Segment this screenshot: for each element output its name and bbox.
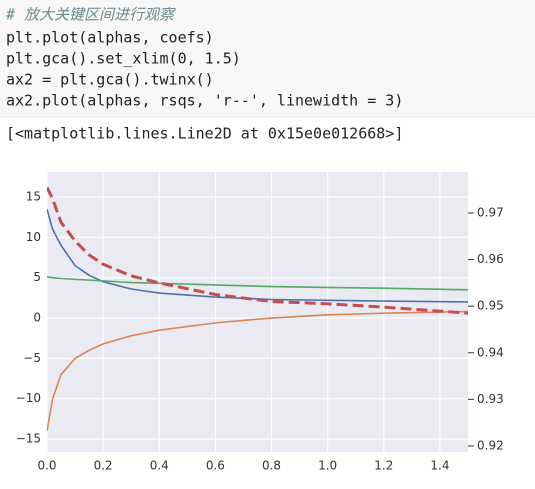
series-line <box>47 276 468 291</box>
code-cell <box>0 0 535 116</box>
x-tick-label: 1.2 <box>374 459 393 473</box>
y-tick-label: 5 <box>33 270 41 284</box>
y-tick-label: −15 <box>16 432 41 446</box>
y2-tick-label: 0.95 <box>477 299 504 313</box>
y-tick-label: −10 <box>16 391 41 405</box>
output-text: [<matplotlib.lines.Line2D at 0x15e0e0126… <box>6 125 403 143</box>
code-line: plt.plot(alphas, coefs) <box>6 29 214 47</box>
series-line <box>47 208 468 303</box>
y2-tick-label: 0.92 <box>477 438 504 452</box>
x-tick-label: 1.0 <box>318 459 337 473</box>
y-tick-label: 15 <box>26 190 41 204</box>
chart: 0.0 0.2 0.4 0.6 0.8 1.0 1.2 1.4 −15 −10 −5 0 5 10 15 0.… <box>16 172 504 473</box>
x-tick-label: 0.0 <box>37 459 56 473</box>
code-line: ax2 = plt.gca().twinx() <box>6 71 214 89</box>
x-tick-label: 0.4 <box>150 459 169 473</box>
series-line <box>47 310 468 432</box>
plot-area <box>47 172 468 452</box>
x-tick-label: 0.8 <box>262 459 281 473</box>
y-tick-label: 0 <box>33 311 41 325</box>
code-line: ax2.plot(alphas, rsqs, 'r--', linewidth … <box>6 92 403 110</box>
x-tick-label: 0.2 <box>94 459 113 473</box>
y-tick-label: −5 <box>23 351 41 365</box>
x-tick-label: 1.4 <box>430 459 449 473</box>
y2-tick-label: 0.93 <box>477 392 504 406</box>
code-line: # 放大关键区间进行观察 <box>5 6 176 24</box>
code-line: plt.gca().set_xlim(0, 1.5) <box>6 50 241 68</box>
y2-tick-label: 0.97 <box>477 205 504 219</box>
y2-tick-label: 0.96 <box>477 252 504 266</box>
y-tick-label: 10 <box>26 230 41 244</box>
x-tick-label: 0.6 <box>206 459 225 473</box>
series-line <box>47 186 468 315</box>
y2-tick-label: 0.94 <box>477 345 504 359</box>
